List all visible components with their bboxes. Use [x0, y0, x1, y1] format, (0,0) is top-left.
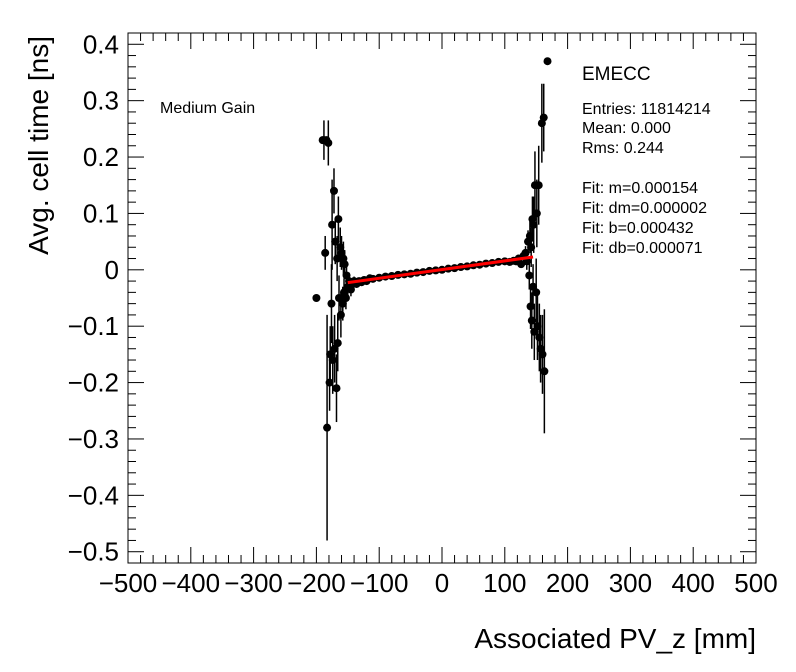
point-marker	[538, 350, 547, 359]
data-point	[312, 294, 321, 302]
x-tick-label: 300	[609, 568, 652, 598]
point-marker	[324, 138, 333, 147]
x-tick-label: −400	[162, 568, 221, 598]
x-tick-label: −300	[224, 568, 283, 598]
y-tick-label: −0.1	[68, 311, 119, 341]
point-marker	[328, 220, 337, 229]
data-point	[539, 83, 548, 152]
y-tick-label: 0.4	[83, 29, 119, 59]
point-marker	[534, 181, 543, 190]
data-point	[329, 168, 338, 214]
point-marker	[327, 299, 336, 308]
stats-rms: Rms: 0.244	[582, 140, 664, 157]
stats-entries: Entries: 11814214	[582, 101, 711, 118]
point-marker	[333, 339, 342, 348]
fit-layer	[347, 255, 534, 285]
data-point	[333, 235, 342, 282]
x-tick-label: 400	[672, 568, 715, 598]
data-point	[327, 264, 336, 344]
data-point	[540, 309, 549, 434]
stats-title: EMECC	[582, 64, 651, 85]
stats-fit-b: Fit: b=0.000432	[582, 220, 694, 237]
point-marker	[312, 294, 321, 302]
annotation-medium-gain: Medium Gain	[160, 100, 255, 117]
stats-box: EMECC Entries: 11814214 Mean: 0.000 Rms:…	[582, 64, 711, 257]
data-point	[534, 145, 543, 225]
x-tick-label: −500	[99, 568, 158, 598]
point-marker	[340, 260, 349, 269]
data-point	[324, 120, 333, 166]
point-marker	[332, 384, 341, 393]
stats-fit-m: Fit: m=0.000154	[582, 180, 698, 197]
point-marker	[334, 215, 343, 224]
point-marker	[323, 423, 332, 432]
x-tick-label: −100	[350, 568, 409, 598]
stats-fit-db: Fit: db=0.000071	[582, 240, 703, 257]
point-marker	[540, 367, 549, 376]
x-axis-label: Associated PV_z [mm]	[474, 623, 756, 654]
x-tick-label: 100	[483, 568, 526, 598]
data-point	[543, 57, 552, 66]
point-marker	[529, 220, 538, 229]
y-axis: −0.5 −0.4 −0.3 −0.2 −0.1 0 0.1 0.2 0.3 0.4	[68, 29, 756, 567]
point-marker	[532, 209, 541, 218]
stats-fit-dm: Fit: dm=0.000002	[582, 200, 707, 217]
x-tick-label: 500	[734, 568, 777, 598]
point-marker	[341, 294, 350, 302]
point-marker	[525, 271, 534, 280]
y-axis-label: Avg. cell time [ns]	[23, 36, 54, 255]
y-tick-label: 0.2	[83, 142, 119, 172]
x-tick-label: 200	[546, 568, 589, 598]
stats-mean: Mean: 0.000	[582, 120, 671, 137]
fit-line	[347, 255, 534, 285]
y-tick-label: −0.4	[68, 480, 119, 510]
point-marker	[321, 248, 330, 257]
point-marker	[539, 113, 548, 122]
point-marker	[333, 254, 342, 263]
data-point	[529, 196, 538, 253]
data-point	[333, 314, 342, 372]
point-marker	[336, 310, 345, 319]
x-axis: −500 −400 −300 −200 −100 0 100 200 300 400 500	[99, 33, 778, 598]
data-point	[332, 354, 341, 423]
y-tick-label: −0.2	[68, 368, 119, 398]
data-point	[334, 196, 343, 242]
data-point	[341, 286, 350, 310]
x-tick-label: −200	[287, 568, 346, 598]
data-point	[525, 261, 534, 290]
y-tick-label: 0.1	[83, 198, 119, 228]
point-marker	[329, 186, 338, 195]
point-marker	[328, 356, 337, 365]
point-marker	[543, 57, 552, 66]
y-tick-label: −0.3	[68, 424, 119, 454]
y-tick-label: −0.5	[68, 537, 119, 567]
data-point	[328, 179, 337, 270]
y-tick-label: 0.3	[83, 86, 119, 116]
y-tick-label: 0	[105, 255, 119, 285]
x-tick-label: 0	[435, 568, 449, 598]
data-point	[321, 235, 330, 270]
point-marker	[532, 288, 541, 297]
